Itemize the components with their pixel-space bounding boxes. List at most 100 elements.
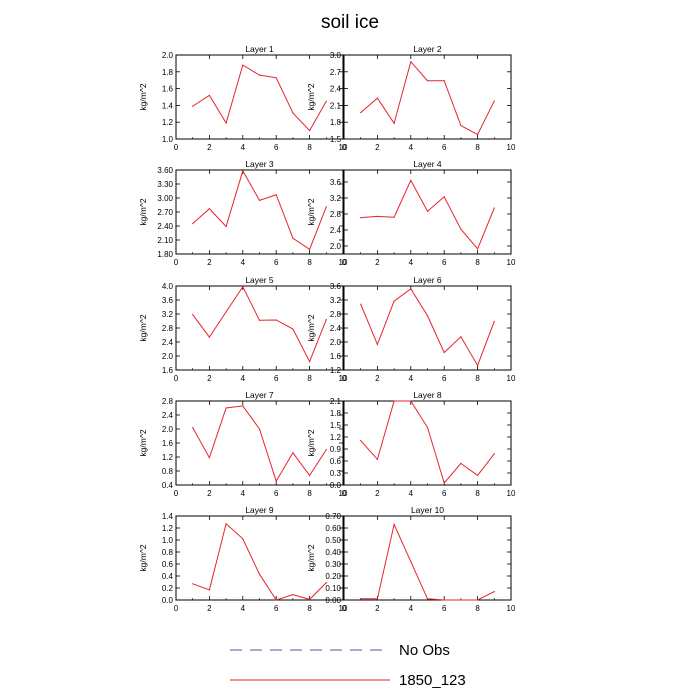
y-tick-label: 0.60 <box>325 524 341 533</box>
data-point <box>393 523 395 526</box>
panel-title: Layer 4 <box>413 159 442 169</box>
data-point <box>309 361 311 363</box>
y-tick-label: 1.5 <box>330 421 342 430</box>
y-tick-label: 0.0 <box>330 481 342 490</box>
plot-frame <box>175 285 344 371</box>
y-tick-label: 1.2 <box>330 433 342 442</box>
x-tick-label: 4 <box>241 374 246 383</box>
data-point <box>309 474 311 477</box>
y-tick-label: 1.2 <box>162 524 174 533</box>
data-point <box>275 480 277 482</box>
x-tick-label: 8 <box>475 604 480 613</box>
x-tick-label: 6 <box>274 374 279 383</box>
y-tick-label: 2.4 <box>162 338 174 347</box>
y-tick-label: 1.8 <box>162 68 174 77</box>
x-tick-label: 8 <box>307 489 312 498</box>
data-point <box>477 364 479 367</box>
plot-frame <box>343 515 512 601</box>
data-point <box>275 599 277 601</box>
x-tick-label: 2 <box>207 489 212 498</box>
legend-label-no-obs: No Obs <box>399 642 450 659</box>
x-tick-label: 2 <box>207 258 212 267</box>
x-tick-label: 2 <box>207 604 212 613</box>
data-point <box>275 319 277 321</box>
data-point <box>242 405 244 407</box>
y-tick-label: 1.8 <box>330 409 342 418</box>
x-tick-label: 6 <box>442 489 447 498</box>
y-tick-label: 2.40 <box>157 222 173 231</box>
figure-title: soil ice <box>321 12 379 33</box>
x-tick-label: 4 <box>241 258 246 267</box>
y-tick-label: 2.1 <box>330 397 342 406</box>
data-point <box>410 179 412 181</box>
plot-frame <box>343 285 512 371</box>
y-axis-label: kg/m^2 <box>306 544 316 571</box>
x-tick-label: 8 <box>307 143 312 152</box>
y-tick-label: 1.80 <box>157 250 173 259</box>
y-tick-label: 0.00 <box>325 596 341 605</box>
x-tick-label: 0 <box>342 374 347 383</box>
data-point <box>242 170 244 172</box>
y-axis-label: kg/m^2 <box>138 198 148 225</box>
data-point <box>493 320 495 322</box>
data-point <box>410 288 412 290</box>
y-tick-label: 3.6 <box>330 282 342 291</box>
y-tick-label: 2.0 <box>162 425 174 434</box>
data-point <box>225 523 227 525</box>
y-tick-label: 3.2 <box>162 310 174 319</box>
panel-title: Layer 5 <box>245 275 274 285</box>
data-point <box>410 61 412 63</box>
y-axis-label: kg/m^2 <box>306 429 316 456</box>
data-point <box>292 112 294 114</box>
x-tick-label: 4 <box>409 258 414 267</box>
series-line-1850-123 <box>360 288 495 367</box>
plot-frame <box>343 54 512 140</box>
data-point <box>192 314 194 316</box>
data-point <box>292 328 294 330</box>
data-point <box>225 225 227 228</box>
y-tick-label: 3.2 <box>330 194 342 203</box>
y-tick-label: 1.6 <box>162 366 174 375</box>
data-point <box>242 64 244 66</box>
data-point <box>426 210 429 212</box>
y-tick-label: 2.0 <box>162 51 174 60</box>
series-line-1850-123 <box>360 400 495 485</box>
data-point <box>460 599 462 601</box>
x-tick-label: 10 <box>339 258 348 267</box>
x-tick-label: 8 <box>307 374 312 383</box>
panel-layer-7: Layer 7 kg/m^2 0 2 4 6 8 10 0.4 0.8 1.2 1.6 2.0 2.4 2.… <box>138 390 348 498</box>
y-tick-label: 4.0 <box>162 282 174 291</box>
panel-layer-5: Layer 5 kg/m^2 0 2 4 6 8 10 1.6 2.0 2.4 2.8 3.2 3.6 4.… <box>138 275 348 383</box>
x-tick-label: 4 <box>409 604 414 613</box>
x-tick-label: 6 <box>442 604 447 613</box>
legend-label-1850-123: 1850_123 <box>399 672 466 689</box>
data-point <box>225 311 227 313</box>
data-point <box>443 80 445 82</box>
y-tick-label: 2.8 <box>162 397 174 406</box>
x-tick-label: 0 <box>342 489 347 498</box>
data-point <box>292 452 294 454</box>
data-point <box>360 112 362 114</box>
y-tick-label: 0.9 <box>330 445 342 454</box>
series-line-1850-123 <box>360 522 495 601</box>
y-tick-label: 2.8 <box>330 310 342 319</box>
panel-layer-1: Layer 1 kg/m^2 0 2 4 6 8 10 1.0 1.2 1.4 1.6 1.8 2.0 <box>138 44 348 152</box>
x-tick-label: 10 <box>339 604 348 613</box>
panel-layer-2: Layer 2kg/m^20 2 4 6 8 101.51.82.12.42.73.0 <box>306 44 516 152</box>
data-point <box>242 538 244 540</box>
data-point <box>376 458 378 460</box>
y-tick-label: 1.8 <box>330 118 342 127</box>
y-tick-label: 2.0 <box>330 338 342 347</box>
y-axis-label: kg/m^2 <box>138 429 148 456</box>
y-tick-label: 0.0 <box>162 596 174 605</box>
data-point <box>477 133 479 136</box>
x-tick-label: 8 <box>475 258 480 267</box>
plot-frame <box>343 169 512 255</box>
y-tick-label: 0.30 <box>325 560 341 569</box>
x-tick-label: 6 <box>442 143 447 152</box>
data-point <box>208 208 210 210</box>
y-tick-label: 1.4 <box>162 101 174 110</box>
data-point <box>208 589 210 591</box>
x-tick-label: 0 <box>174 489 179 498</box>
y-tick-label: 2.10 <box>157 236 173 245</box>
